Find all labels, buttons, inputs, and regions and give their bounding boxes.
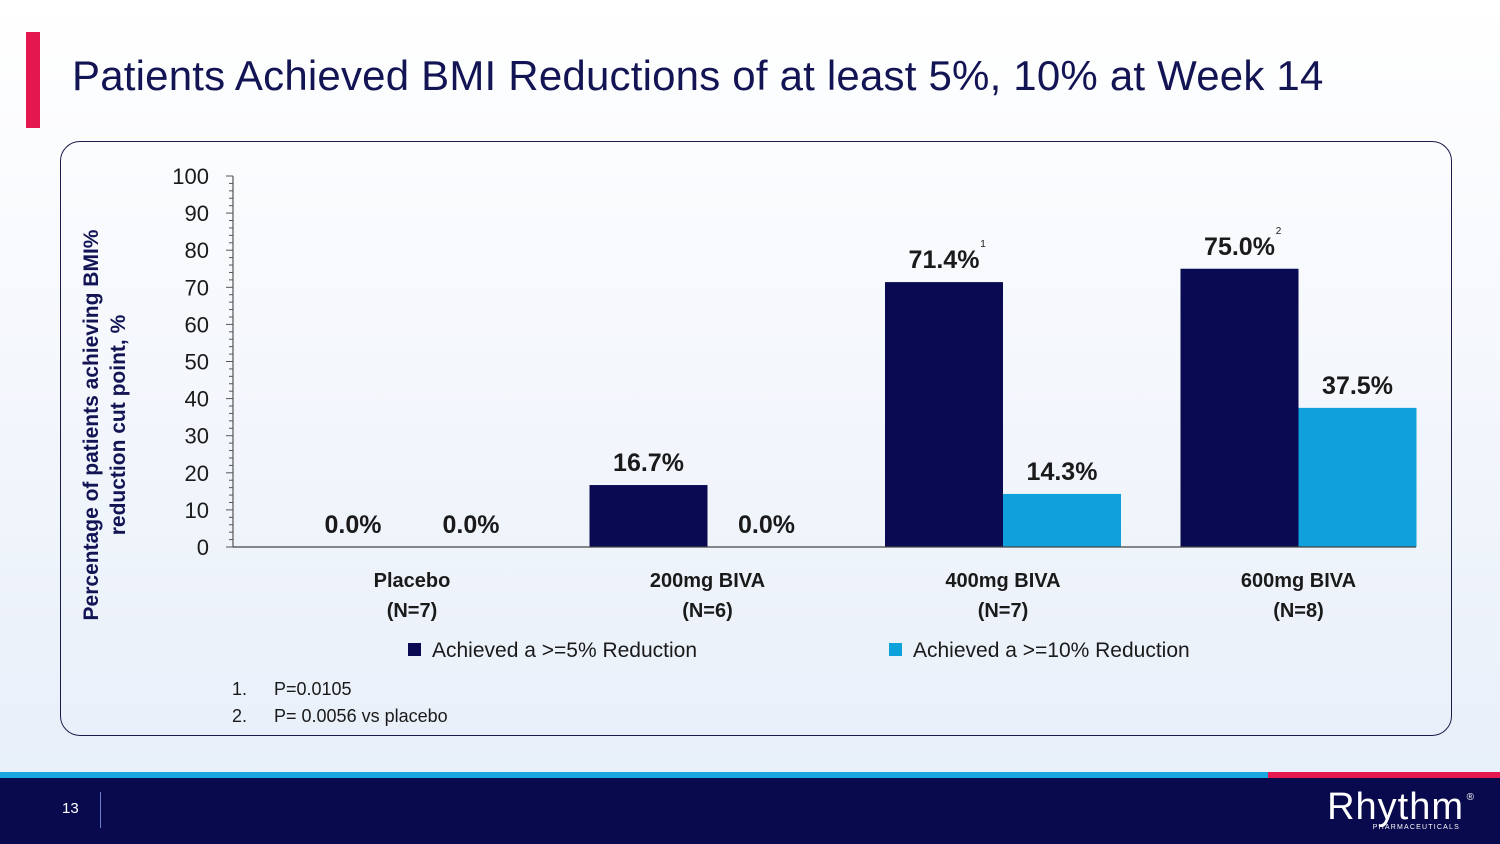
y-tick-label: 50 bbox=[185, 350, 209, 375]
bar-ge5-1 bbox=[589, 485, 708, 547]
legend-label-ge5: Achieved a >=5% Reduction bbox=[432, 639, 697, 662]
data-label: 0.0% bbox=[443, 511, 500, 539]
chart-panel bbox=[60, 141, 1452, 736]
x-category-sublabel: (N=6) bbox=[682, 600, 733, 622]
title-accent-bar bbox=[26, 32, 40, 128]
data-label: 14.3% bbox=[1027, 458, 1098, 486]
slide-title: Patients Achieved BMI Reductions of at l… bbox=[72, 52, 1324, 99]
data-label: 71.4% bbox=[909, 246, 980, 274]
footnote-2-number: 2. bbox=[232, 706, 248, 726]
footnote-1: 1. P=0.0105 bbox=[232, 676, 448, 703]
footnote-1-number: 1. bbox=[232, 679, 248, 699]
x-category-label: 200mg BIVA bbox=[650, 570, 765, 592]
data-label: 16.7% bbox=[613, 449, 684, 477]
footer-bar: 13 Rhythm ® PHARMACEUTICALS bbox=[0, 778, 1500, 844]
x-category-label: Placebo bbox=[374, 570, 451, 592]
y-tick-label: 70 bbox=[185, 275, 209, 300]
y-tick-label: 90 bbox=[185, 201, 209, 226]
x-category-label: 600mg BIVA bbox=[1241, 570, 1356, 592]
y-tick-label: 100 bbox=[172, 164, 209, 189]
footer-stripe-blue bbox=[0, 772, 1268, 778]
logo-registered-mark: ® bbox=[1466, 792, 1474, 803]
data-label: 75.0% bbox=[1204, 233, 1275, 261]
bar-ge5-2 bbox=[885, 282, 1003, 547]
y-tick-label: 60 bbox=[185, 312, 209, 337]
x-category-sublabel: (N=8) bbox=[1273, 600, 1324, 622]
x-category-label: 400mg BIVA bbox=[945, 570, 1060, 592]
legend-label-ge10: Achieved a >=10% Reduction bbox=[913, 639, 1190, 662]
bar-ge10-3 bbox=[1298, 407, 1417, 547]
y-tick-label: 20 bbox=[185, 461, 209, 486]
data-label-superscript: 2 bbox=[1276, 226, 1282, 237]
footer-divider bbox=[100, 792, 101, 828]
bar-ge5-3 bbox=[1180, 268, 1299, 547]
footer-stripe-red bbox=[1268, 772, 1500, 778]
x-category-sublabel: (N=7) bbox=[978, 600, 1029, 622]
data-label: 0.0% bbox=[738, 511, 795, 539]
bar-ge10-2 bbox=[1003, 493, 1121, 547]
footnotes: 1. P=0.0105 2. P= 0.0056 vs placebo bbox=[232, 676, 448, 730]
legend-swatch-ge5 bbox=[408, 643, 421, 656]
rhythm-logo: Rhythm ® PHARMACEUTICALS bbox=[1304, 786, 1474, 836]
x-category-sublabel: (N=7) bbox=[387, 600, 438, 622]
footnote-2-text: P= 0.0056 vs placebo bbox=[274, 706, 448, 726]
y-tick-label: 30 bbox=[185, 424, 209, 449]
data-label: 37.5% bbox=[1322, 372, 1393, 400]
y-tick-label: 40 bbox=[185, 387, 209, 412]
data-label-superscript: 1 bbox=[980, 239, 986, 250]
logo-wordmark: Rhythm bbox=[1327, 786, 1464, 828]
legend-swatch-ge10 bbox=[889, 643, 902, 656]
y-tick-label: 10 bbox=[185, 498, 209, 523]
page-number: 13 bbox=[62, 800, 79, 817]
data-label: 0.0% bbox=[325, 511, 382, 539]
y-tick-label: 0 bbox=[197, 535, 209, 560]
footnote-2: 2. P= 0.0056 vs placebo bbox=[232, 703, 448, 730]
footnote-1-text: P=0.0105 bbox=[274, 679, 352, 699]
y-tick-label: 80 bbox=[185, 238, 209, 263]
logo-tagline: PHARMACEUTICALS bbox=[1372, 824, 1460, 831]
